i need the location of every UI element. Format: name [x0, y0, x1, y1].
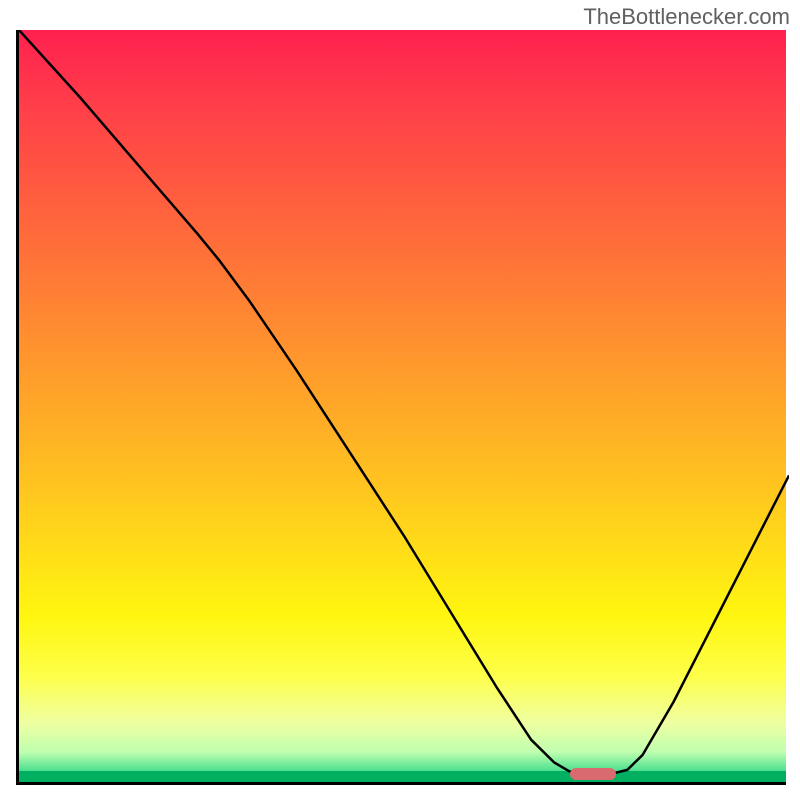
bottleneck-curve — [19, 30, 789, 774]
chart-container: TheBottlenecker.com — [0, 0, 800, 800]
curve-svg — [19, 30, 789, 785]
minimum-marker — [570, 768, 616, 780]
plot-area — [16, 30, 786, 785]
watermark-text: TheBottlenecker.com — [583, 4, 790, 30]
